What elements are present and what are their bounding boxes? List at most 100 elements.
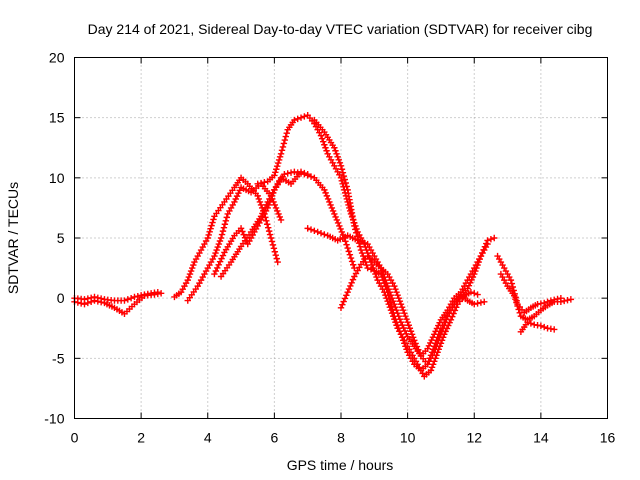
data-point (210, 216, 217, 223)
data-point (389, 297, 397, 305)
data-point (393, 307, 400, 314)
data-point (341, 295, 349, 302)
data-point (343, 241, 350, 248)
data-point (338, 166, 346, 173)
data-point (314, 228, 321, 236)
data-point (281, 171, 288, 178)
data-point (513, 297, 520, 304)
x-axis-label: GPS time / hours (287, 457, 394, 473)
data-point (307, 226, 315, 233)
data-point (127, 294, 135, 302)
data-point (364, 264, 371, 272)
data-point (350, 261, 357, 268)
data-point (207, 225, 214, 232)
data-point (235, 190, 242, 197)
data-point (216, 258, 224, 265)
data-point (429, 333, 437, 341)
data-point (337, 304, 345, 311)
y-tick-label: 0 (57, 290, 65, 306)
data-point (337, 225, 344, 233)
y-axis-label: SDTVAR / TECUs (5, 182, 21, 294)
data-point (257, 179, 265, 187)
data-point (384, 282, 391, 290)
data-point (237, 225, 245, 232)
data-point (221, 221, 229, 228)
data-point (401, 310, 408, 317)
data-point (477, 252, 485, 260)
x-tick-label: 16 (600, 430, 616, 446)
data-point (477, 299, 485, 306)
data-point (254, 180, 261, 188)
data-point (273, 255, 280, 262)
data-point (281, 136, 289, 144)
data-point (332, 213, 339, 221)
data-point (481, 298, 488, 305)
data-point (219, 227, 227, 235)
data-point (283, 129, 290, 137)
data-point (353, 229, 360, 237)
chart-title: Day 214 of 2021, Sidereal Day-to-day VTE… (88, 21, 593, 37)
data-point (474, 291, 481, 298)
data-point (344, 288, 351, 296)
data-point (511, 290, 518, 298)
data-point (382, 276, 389, 284)
data-point (339, 301, 346, 308)
data-point (276, 153, 284, 161)
data-point (333, 216, 341, 224)
data-point (411, 337, 418, 344)
data-point (480, 246, 487, 253)
data-point (236, 187, 243, 194)
data-point (412, 340, 419, 347)
data-point (311, 227, 318, 234)
data-point (294, 115, 301, 123)
data-point (275, 210, 282, 218)
y-tick-label: 5 (57, 230, 65, 246)
data-point (334, 219, 342, 227)
data-point (267, 195, 275, 203)
data-point (429, 361, 437, 368)
data-point (222, 217, 230, 225)
data-point (544, 298, 551, 305)
data-point (435, 337, 442, 344)
data-point (304, 171, 311, 178)
data-point (554, 295, 561, 303)
data-point (212, 249, 219, 257)
data-point (510, 287, 517, 294)
data-point (273, 166, 280, 173)
data-point (270, 245, 278, 252)
data-point (512, 294, 519, 301)
data-point (97, 295, 105, 302)
data-point (397, 319, 405, 326)
data-points (71, 112, 575, 380)
data-point (567, 296, 575, 303)
data-point (383, 279, 390, 287)
data-point (336, 222, 343, 230)
data-point (265, 201, 273, 209)
data-point (551, 326, 558, 333)
data-point (321, 231, 328, 238)
data-point (337, 162, 345, 169)
data-point (266, 198, 274, 206)
data-point (481, 243, 489, 250)
data-point (287, 169, 295, 176)
data-point (541, 299, 548, 307)
data-point (321, 141, 328, 148)
data-point (432, 328, 439, 335)
data-point (342, 179, 349, 187)
data-point (396, 316, 404, 323)
data-point (385, 285, 392, 293)
data-point (428, 336, 435, 344)
data-point (508, 280, 516, 287)
data-point (276, 213, 283, 221)
data-point (271, 172, 278, 179)
data-point (403, 316, 410, 323)
data-point (185, 273, 193, 281)
data-point (297, 168, 305, 176)
data-point (524, 319, 531, 326)
data-point (219, 252, 227, 259)
x-tick-labels: 0 2 4 6 8 10 12 14 16 (71, 430, 616, 446)
x-tick-label: 6 (270, 430, 278, 446)
data-point (363, 261, 370, 269)
data-point (354, 237, 361, 244)
